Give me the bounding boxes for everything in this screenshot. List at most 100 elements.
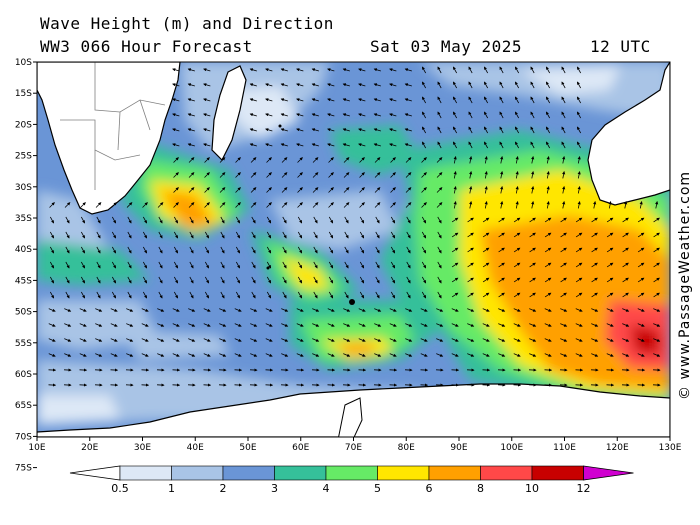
direction-arrow: [142, 216, 148, 224]
direction-arrow: [591, 247, 598, 253]
direction-arrow: [95, 338, 103, 342]
direction-arrow: [110, 308, 118, 312]
direction-arrow: [203, 143, 211, 147]
direction-arrow: [219, 172, 226, 178]
direction-arrow: [576, 111, 582, 119]
direction-arrow: [653, 217, 660, 223]
direction-arrow: [653, 277, 660, 283]
direction-arrow: [484, 201, 488, 209]
legend-swatch: [274, 465, 327, 481]
forecast-time: 12 UTC: [590, 37, 651, 56]
direction-arrow: [172, 323, 180, 327]
direction-arrow: [560, 247, 567, 253]
direction-arrow: [157, 353, 165, 357]
direction-arrow: [327, 128, 335, 132]
direction-arrow: [404, 143, 412, 147]
direction-arrow: [266, 172, 272, 178]
lat-label: 60S: [15, 370, 32, 380]
direction-arrow: [544, 353, 552, 357]
lat-label: 75S: [15, 464, 32, 474]
direction-arrow: [265, 128, 273, 132]
direction-arrow: [467, 217, 474, 223]
direction-arrow: [358, 68, 366, 72]
direction-arrow: [251, 216, 256, 224]
direction-arrow: [265, 113, 273, 117]
direction-arrow: [203, 128, 211, 132]
direction-arrow: [344, 261, 349, 269]
direction-arrow: [375, 216, 380, 224]
direction-arrow: [172, 143, 180, 147]
direction-arrow: [327, 353, 335, 357]
direction-arrow: [451, 217, 459, 223]
lon-label: 10E: [28, 443, 45, 453]
direction-arrow: [498, 232, 505, 238]
direction-arrow: [189, 231, 194, 239]
mauritius-island: [278, 124, 282, 128]
lat-label: 40S: [15, 245, 32, 255]
direction-arrow: [234, 353, 242, 357]
direction-arrow: [127, 216, 132, 224]
direction-arrow: [546, 186, 550, 194]
direction-arrow: [234, 308, 242, 312]
direction-arrow: [577, 156, 581, 164]
direction-arrow: [498, 323, 506, 327]
direction-arrow: [49, 276, 55, 284]
direction-arrow: [312, 323, 320, 327]
direction-arrow: [437, 81, 442, 89]
lat-label: 55S: [15, 339, 32, 349]
direction-arrow: [591, 262, 598, 268]
direction-arrow: [606, 262, 614, 268]
direction-arrow: [637, 353, 645, 357]
direction-arrow: [653, 247, 660, 253]
direction-arrow: [468, 111, 473, 119]
direction-arrow: [513, 217, 521, 223]
forecast-date: Sat 03 May 2025: [370, 37, 522, 56]
direction-arrow: [96, 231, 101, 239]
direction-arrow: [266, 261, 272, 269]
direction-arrow: [111, 246, 117, 254]
legend-swatch: [325, 465, 378, 481]
direction-arrow: [373, 83, 381, 87]
direction-arrow: [530, 141, 535, 149]
direction-arrow: [281, 157, 288, 163]
lat-label: 70S: [15, 432, 32, 442]
direction-arrow: [235, 246, 241, 254]
direction-arrow: [482, 217, 490, 223]
direction-arrow: [266, 231, 272, 239]
direction-arrow: [358, 338, 366, 342]
direction-arrow: [327, 68, 335, 72]
legend-tick-label: 0.5: [111, 482, 129, 495]
direction-arrow: [265, 353, 273, 357]
legend-tick-label: 1: [168, 482, 175, 495]
direction-arrow: [498, 353, 506, 357]
direction-arrow: [513, 308, 521, 312]
direction-arrow: [48, 308, 56, 312]
lat-label: 25S: [15, 152, 32, 162]
direction-arrow: [421, 187, 427, 193]
direction-arrow: [342, 98, 350, 102]
direction-arrow: [280, 143, 288, 147]
direction-arrow: [344, 276, 349, 284]
direction-arrow: [266, 187, 272, 193]
direction-arrow: [515, 186, 519, 194]
direction-arrow: [436, 172, 443, 178]
direction-arrow: [467, 277, 474, 283]
direction-arrow: [327, 308, 335, 312]
direction-arrow: [467, 247, 474, 253]
direction-arrow: [158, 291, 163, 299]
direction-arrow: [297, 246, 303, 254]
direction-arrow: [531, 186, 535, 194]
direction-arrow: [359, 187, 365, 193]
direction-arrow: [235, 291, 241, 299]
direction-arrow: [203, 353, 211, 357]
direction-arrow: [467, 232, 474, 238]
direction-arrow: [297, 202, 303, 208]
direction-arrow: [375, 231, 380, 239]
direction-arrow: [142, 246, 148, 254]
direction-arrow: [591, 353, 599, 357]
direction-arrow: [297, 172, 303, 178]
direction-arrow: [187, 113, 195, 117]
direction-arrow: [514, 126, 520, 134]
direction-arrow: [375, 246, 380, 254]
direction-arrow: [49, 216, 55, 224]
